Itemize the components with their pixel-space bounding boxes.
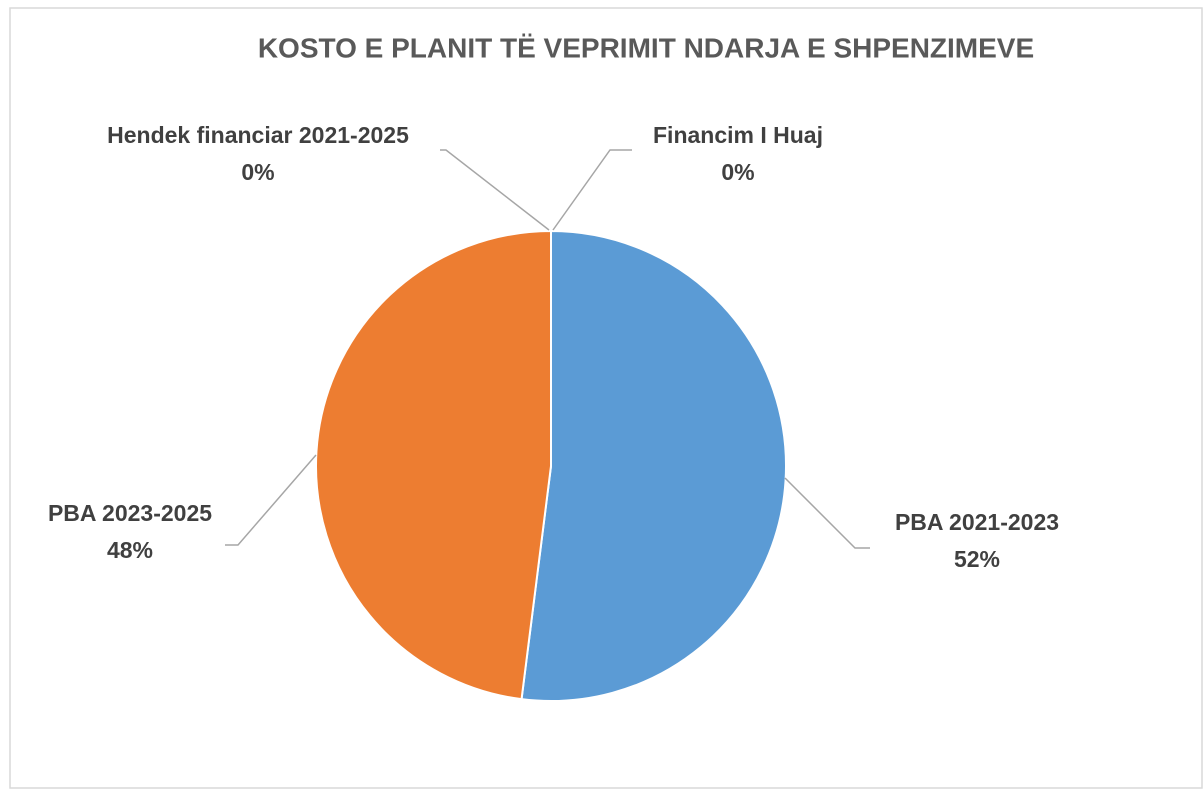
pie-slice: [520, 229, 787, 702]
data-label-value: 0%: [721, 159, 754, 185]
leader-line: [225, 454, 317, 546]
chart-title: KOSTO E PLANIT TË VEPRIMIT NDARJA E SHPE…: [258, 32, 1034, 63]
data-label-value: 52%: [954, 546, 1000, 572]
data-label-name: Financim I Huaj: [653, 122, 823, 148]
data-label-name: Hendek financiar 2021-2025: [107, 122, 409, 148]
data-label-name: PBA 2021-2023: [895, 509, 1059, 535]
data-label-name: PBA 2023-2025: [48, 500, 212, 526]
leader-line: [552, 149, 632, 231]
pie-slice: [315, 229, 552, 701]
data-label-value: 48%: [107, 537, 153, 563]
data-label-value: 0%: [241, 159, 274, 185]
leader-line: [784, 477, 870, 549]
leader-line: [440, 149, 550, 231]
